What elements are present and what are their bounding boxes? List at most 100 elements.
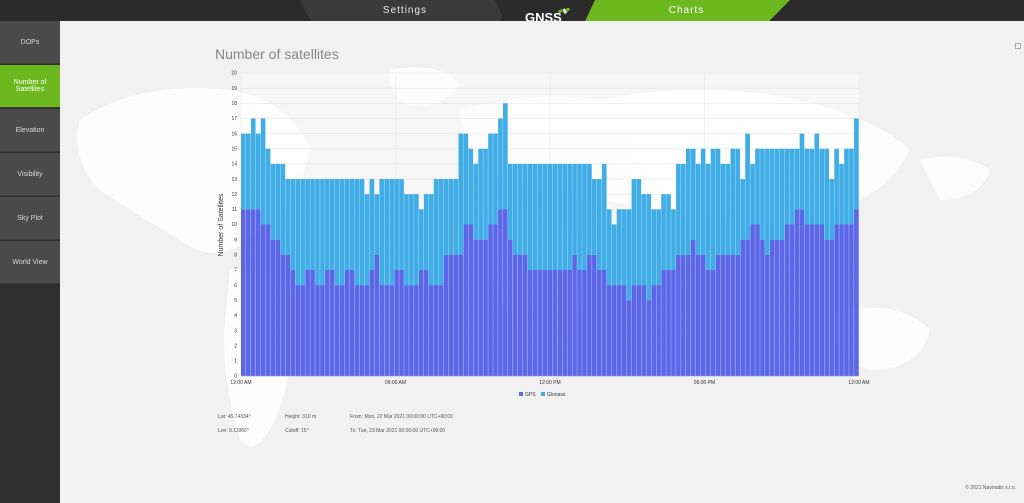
bar-gps	[774, 239, 780, 376]
bar-glonass	[720, 163, 726, 255]
bar-gps	[631, 285, 637, 376]
bar-glonass	[537, 163, 543, 270]
x-tick-label: 06:00 PM	[694, 380, 715, 386]
y-tick-label: 19	[231, 86, 237, 92]
bar-gps	[567, 269, 572, 376]
sidebar-item-world-view[interactable]: World View	[0, 241, 60, 284]
bar-gps	[275, 239, 281, 376]
bar-glonass	[789, 148, 795, 225]
bar-glonass	[379, 179, 385, 286]
height-text: Height: 310 m	[285, 414, 317, 420]
bar-gps	[606, 285, 612, 376]
sidebar-item-dops[interactable]: DOPs	[0, 21, 60, 64]
bar-glonass	[305, 179, 310, 270]
bar-glonass	[641, 194, 647, 286]
bar-gps	[329, 269, 335, 376]
expand-icon[interactable]	[1015, 43, 1021, 49]
bar-gps	[844, 224, 849, 376]
bar-glonass	[433, 179, 439, 286]
bar-gps	[369, 269, 375, 376]
bar-gps	[339, 285, 345, 376]
bar-gps	[601, 269, 607, 376]
chart-bars	[241, 103, 859, 376]
bar-gps	[626, 300, 632, 376]
bar-gps	[488, 224, 493, 376]
bar-glonass	[542, 163, 548, 270]
bar-gps	[547, 269, 553, 376]
bar-glonass	[409, 194, 414, 286]
bar-gps	[587, 254, 592, 376]
bar-glonass	[503, 103, 508, 210]
sidebar-item-label: World View	[12, 258, 48, 266]
bar-gps	[325, 269, 330, 376]
bar-glonass	[854, 118, 859, 210]
bar-gps	[542, 269, 548, 376]
bar-glonass	[418, 209, 424, 270]
bar-gps	[344, 269, 350, 376]
bar-gps	[241, 209, 246, 376]
chart-title: Number of satellites	[215, 46, 339, 62]
bar-glonass	[671, 209, 676, 270]
bar-gps	[280, 254, 286, 376]
bar-glonass	[849, 148, 854, 225]
bar-glonass	[636, 179, 642, 286]
bar-gps	[270, 239, 276, 376]
bar-gps	[854, 209, 859, 376]
bar-gps	[760, 239, 765, 376]
bar-glonass	[414, 194, 419, 286]
bar-glonass	[587, 163, 592, 255]
y-tick-label: 10	[231, 222, 237, 228]
bar-glonass	[354, 179, 360, 286]
bar-gps	[641, 285, 647, 376]
bar-gps	[596, 269, 602, 376]
bar-gps	[285, 254, 291, 376]
sidebar-item-number-of-satellites[interactable]: Number of Satellites	[0, 65, 60, 108]
bar-gps	[784, 224, 790, 376]
legend-label-glonass: Glonass	[547, 392, 566, 398]
sidebar: DOPs Number of Satellites Elevation Visi…	[0, 21, 60, 503]
bar-glonass	[265, 148, 271, 225]
bar-gps	[794, 209, 800, 376]
bar-glonass	[681, 163, 686, 255]
bar-gps	[809, 224, 815, 376]
legend-swatch-glonass	[541, 392, 545, 396]
bar-glonass	[394, 179, 399, 270]
cutoff-text: Cutoff: 15°	[285, 428, 309, 434]
tab-charts[interactable]: Charts	[583, 0, 790, 21]
bar-glonass	[774, 148, 780, 240]
bar-glonass	[829, 179, 834, 240]
bar-gps	[399, 269, 404, 376]
bar-gps	[349, 269, 355, 376]
bar-gps	[364, 285, 370, 376]
bar-gps	[250, 209, 256, 376]
sidebar-item-sky-plot[interactable]: Sky Plot	[0, 197, 60, 240]
tab-settings[interactable]: Settings	[300, 0, 510, 21]
bar-glonass	[770, 148, 775, 240]
bar-glonass	[567, 163, 572, 270]
bar-gps	[503, 209, 508, 376]
bar-glonass	[443, 179, 449, 255]
bar-gps	[829, 239, 834, 376]
legend-swatch-gps	[519, 392, 523, 396]
y-tick-label: 20	[231, 71, 237, 77]
bar-glonass	[616, 209, 622, 286]
bar-glonass	[705, 163, 711, 270]
y-tick-label: 5	[234, 298, 237, 304]
bar-glonass	[448, 179, 454, 255]
bar-glonass	[735, 148, 741, 255]
y-tick-label: 18	[231, 101, 237, 107]
from-date-text: From: Mon, 22 Mar 2021 00:00:00 UTC+00:0…	[350, 414, 453, 420]
sidebar-item-elevation[interactable]: Elevation	[0, 109, 60, 152]
bar-gps	[720, 254, 726, 376]
bar-gps	[572, 254, 577, 376]
bar-glonass	[453, 179, 459, 255]
bar-gps	[453, 254, 459, 376]
bar-gps	[789, 224, 795, 376]
bar-gps	[320, 285, 325, 376]
y-tick-label: 3	[234, 328, 237, 334]
bar-glonass	[369, 179, 375, 270]
bar-gps	[527, 269, 533, 376]
sidebar-item-visibility[interactable]: Visibility	[0, 153, 60, 196]
bar-gps	[295, 285, 301, 376]
bar-gps	[404, 285, 409, 376]
